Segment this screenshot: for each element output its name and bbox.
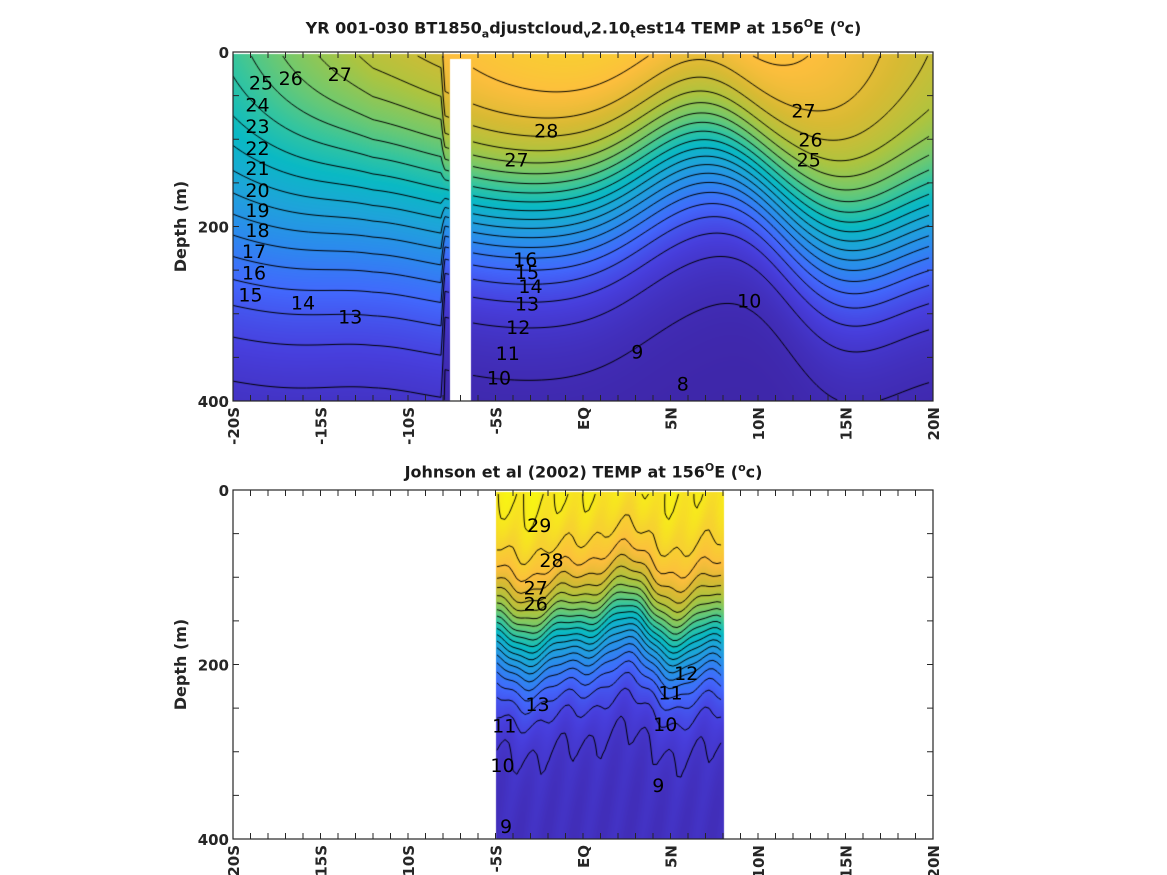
x-tick-label: 5N: [663, 845, 681, 868]
bottom-axes: -20S -15S -10S -5S EQ 5N 10N 15N 20N 0 200 400 Depth…: [171, 482, 943, 875]
title-part: o: [836, 17, 845, 30]
title-part: c): [844, 18, 862, 38]
bottom-chart-title: Johnson et al (2002) TEMP at 156OE (oc): [0, 461, 1167, 481]
contour-label: 11: [492, 716, 516, 738]
x-tick-label: EQ: [575, 407, 593, 430]
contour-label: 9: [500, 816, 512, 838]
contour-label: 11: [496, 343, 520, 365]
title-part: E (: [813, 18, 837, 38]
contour-label: 26: [279, 68, 303, 90]
contour-label: 27: [504, 149, 528, 171]
x-tick-label: EQ: [575, 845, 593, 868]
title-part: o: [738, 461, 746, 474]
contour-label: 29: [527, 515, 551, 537]
title-part: t: [630, 27, 636, 41]
contour-label: 13: [525, 694, 549, 716]
contour-label: 16: [242, 263, 266, 285]
contour-label: 11: [658, 682, 682, 704]
y-tick-label: 200: [198, 219, 229, 237]
contour-label: 14: [518, 276, 542, 298]
y-axis-label: Depth (m): [171, 619, 190, 711]
contour-label: 15: [515, 262, 539, 284]
contour-label: 12: [674, 663, 698, 685]
contour-label: 28: [539, 550, 563, 572]
contour-label: 25: [249, 73, 273, 95]
top-chart-title: YR 001-030 BT1850adjustcloudv2.10test14 …: [0, 17, 1167, 41]
contour-label: 14: [291, 292, 315, 314]
contour-label: 21: [245, 158, 269, 180]
contour-label: 9: [652, 775, 664, 797]
title-part: YR 001-030 BT1850: [305, 18, 482, 38]
y-tick-label: 200: [198, 657, 229, 675]
contour-label: 12: [506, 317, 530, 339]
y-axis-label: Depth (m): [171, 181, 190, 273]
x-tick-label: -20S: [225, 845, 243, 875]
contour-label: 13: [338, 306, 362, 328]
x-tick-label: -15S: [313, 407, 331, 445]
contour-label: 28: [534, 121, 558, 143]
title-part: est14 TEMP at 156: [635, 18, 804, 38]
contour-label: 24: [245, 94, 269, 116]
x-tick-label: -10S: [400, 407, 418, 445]
x-tick-label: 5N: [663, 407, 681, 430]
x-tick-label: -5S: [488, 407, 506, 434]
axes-frame: [232, 51, 934, 402]
title-part: O: [704, 461, 715, 474]
contour-label: 19: [245, 200, 269, 222]
title-part: a: [481, 27, 490, 41]
contour-label: 25: [797, 149, 821, 171]
contour-label: 15: [238, 285, 262, 307]
x-tick-label: 15N: [838, 845, 856, 875]
x-tick-label: -15S: [313, 845, 331, 875]
contour-label: 16: [513, 249, 537, 271]
contour-label: 8: [677, 374, 689, 396]
contour-label: 20: [245, 180, 269, 202]
axes-frame: [232, 489, 934, 840]
contour-label: 26: [798, 129, 822, 151]
title-part: v: [583, 27, 591, 41]
title-part: E (: [714, 462, 739, 482]
contour-label: 10: [487, 367, 511, 389]
y-tick-label: 400: [198, 831, 229, 849]
contour-label: 10: [653, 714, 677, 736]
contour-label: 27: [524, 578, 548, 600]
title-part: c): [745, 462, 763, 482]
title-part: O: [803, 17, 814, 30]
contour-label: 13: [515, 293, 539, 315]
bottom-temperature-field: [233, 490, 933, 839]
contour-label: 9: [631, 341, 643, 363]
top-axes: -20S -15S -10S -5S EQ 5N 10N 15N 20N 0 200 400 Depth…: [171, 44, 943, 445]
x-tick-label: -10S: [400, 845, 418, 875]
contour-label: 26: [524, 593, 548, 615]
title-part: 2.10: [590, 18, 631, 38]
x-tick-label: 10N: [750, 407, 768, 440]
contour-label: 18: [245, 220, 269, 242]
y-tick-label: 400: [198, 393, 229, 411]
contour-label: 10: [737, 291, 761, 313]
contour-label: 10: [490, 755, 514, 777]
x-tick-label: 20N: [925, 407, 943, 440]
x-tick-label: -5S: [488, 845, 506, 872]
title-part: djustcloud: [489, 18, 584, 38]
contour-label: 17: [242, 241, 266, 263]
y-tick-label: 0: [219, 482, 229, 500]
y-tick-label: 0: [219, 44, 229, 62]
x-tick-label: 10N: [750, 845, 768, 875]
x-tick-label: -20S: [225, 407, 243, 445]
contour-label: 27: [328, 64, 352, 86]
top-temperature-field: [233, 52, 933, 401]
contour-label: 22: [245, 138, 269, 160]
title-part: Johnson et al (2002) TEMP at 156: [404, 462, 705, 482]
contour-label: 23: [245, 116, 269, 138]
x-tick-label: 15N: [838, 407, 856, 440]
contour-label: 27: [791, 100, 815, 122]
x-tick-label: 20N: [925, 845, 943, 875]
